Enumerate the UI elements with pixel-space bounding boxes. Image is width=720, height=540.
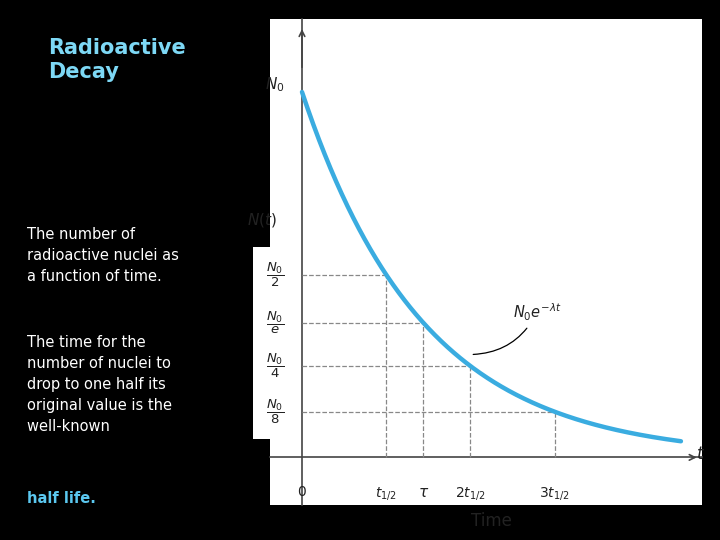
Text: $0$: $0$: [297, 485, 307, 499]
Text: $\dfrac{N_0}{e}$: $\dfrac{N_0}{e}$: [266, 310, 284, 336]
Text: half life.: half life.: [27, 491, 96, 507]
Text: $2t_{1/2}$: $2t_{1/2}$: [455, 485, 486, 502]
Text: $\tau$: $\tau$: [418, 485, 429, 500]
Text: $\dfrac{N_0}{4}$: $\dfrac{N_0}{4}$: [266, 352, 284, 380]
Text: $3t_{1/2}$: $3t_{1/2}$: [539, 485, 570, 502]
Text: $\dfrac{N_0}{2}$: $\dfrac{N_0}{2}$: [266, 261, 284, 289]
Text: The time for the
number of nuclei to
drop to one half its
original value is the
: The time for the number of nuclei to dro…: [27, 335, 172, 434]
Text: The number of
radioactive nuclei as
a function of time.: The number of radioactive nuclei as a fu…: [27, 227, 179, 284]
Text: $N(t)$: $N(t)$: [248, 211, 277, 229]
Text: $N_0 e^{-\lambda t}$: $N_0 e^{-\lambda t}$: [473, 302, 561, 354]
Text: Time: Time: [471, 512, 512, 530]
Text: $t_{1/2}$: $t_{1/2}$: [375, 485, 397, 502]
Text: Radioactive
Decay: Radioactive Decay: [49, 38, 186, 82]
Text: $\dfrac{N_0}{8}$: $\dfrac{N_0}{8}$: [266, 397, 284, 426]
Text: $t$: $t$: [696, 445, 705, 463]
Text: $N_0$: $N_0$: [265, 75, 285, 94]
